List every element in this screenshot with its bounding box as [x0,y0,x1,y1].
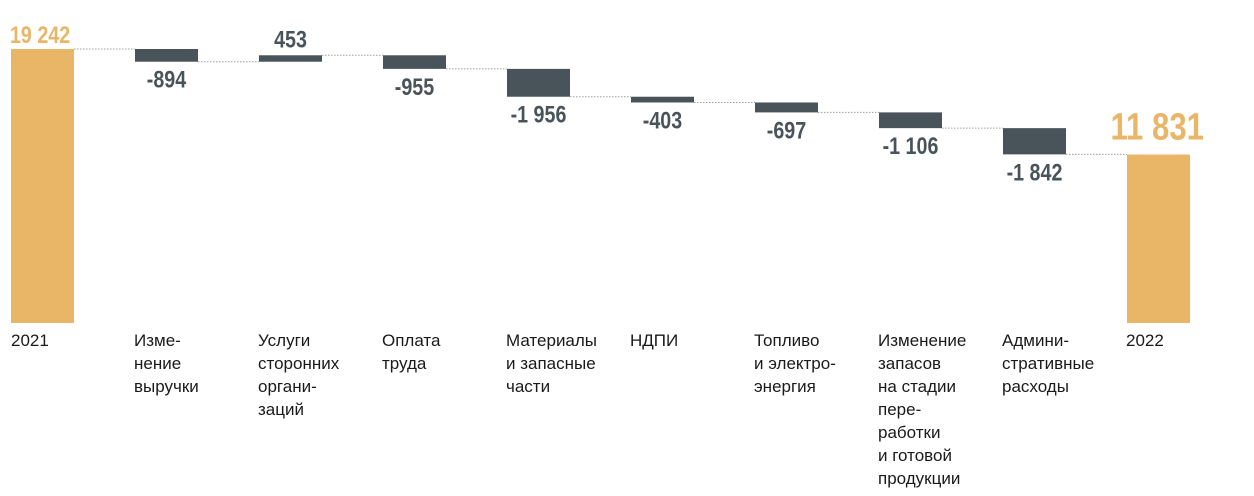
category-label: Топливо и электро-энергия [754,331,836,396]
category-label: НДПИ [630,331,678,350]
total-bar [1127,154,1190,323]
data-label: -1 106 [883,132,939,159]
category-label: Услуги сторонних органи-заций [258,331,340,419]
category-label: Изменение запасов на стадии пере-работки и г… [878,331,966,488]
category-label-line: заций [258,400,304,419]
delta-bar [755,102,818,113]
category-label-line: Изменение [878,331,966,350]
category-label-line: Админи- [1002,331,1069,350]
category-label-line: труда [382,354,427,373]
category-label-line: 2021 [11,331,49,350]
data-label: -894 [147,66,187,93]
category-label: Оплата труда [382,331,441,373]
bars [11,49,1190,323]
delta-bar [631,96,694,103]
data-label: -955 [395,73,434,100]
category-label-line: части [506,377,550,396]
data-label: -403 [643,107,682,134]
category-label: Изме-нение выручки [134,331,199,396]
delta-bar [1003,128,1066,155]
delta-bar [259,55,322,62]
data-label: -697 [767,117,806,144]
category-label-line: Изме- [134,331,181,350]
category-label-line: Материалы [506,331,597,350]
category-label-line: на стадии [878,377,956,396]
category-label-line: запасов [878,354,941,373]
connector-lines [74,48,1127,155]
category-label-line: выручки [134,377,199,396]
category-label: 2022 [1126,331,1164,350]
data-label: 19 242 [10,21,70,48]
data-label: -1 956 [511,101,567,128]
data-label: 11 831 [1110,107,1204,149]
category-label-line: НДПИ [630,331,678,350]
delta-bar [507,68,570,97]
data-label: 453 [274,25,307,52]
category-label-line: и запасные [506,354,596,373]
category-label-line: пере- [878,400,921,419]
category-label-line: и электро- [754,354,836,373]
category-label-line: продукции [878,469,960,488]
category-label-line: органи- [258,377,317,396]
category-labels: 2021 Изме-нение выручки Услуги сторонних орга… [11,331,1164,488]
category-label-line: нение [134,354,181,373]
delta-bar [383,55,446,69]
total-bar [11,49,74,323]
category-label-line: стративные [1002,354,1094,373]
delta-bar [135,49,198,62]
category-label: Админи-стративные расходы [1002,331,1094,396]
category-label-line: Оплата [382,331,441,350]
category-label-line: сторонних [258,354,340,373]
value-labels: 19 242 -894 453 -955 -1 956 -403 -697 -1 106 -1 … [10,21,1204,186]
delta-bar [879,112,942,129]
category-label-line: Услуги [258,331,310,350]
category-label-line: расходы [1002,377,1069,396]
category-label-line: энергия [754,377,816,396]
category-label: 2021 [11,331,49,350]
category-label: Материалы и запасные части [506,331,597,396]
data-label: -1 842 [1007,159,1063,186]
category-label-line: работки [878,423,940,442]
category-label-line: 2022 [1126,331,1164,350]
category-label-line: и готовой [878,446,952,465]
category-label-line: Топливо [754,331,819,350]
